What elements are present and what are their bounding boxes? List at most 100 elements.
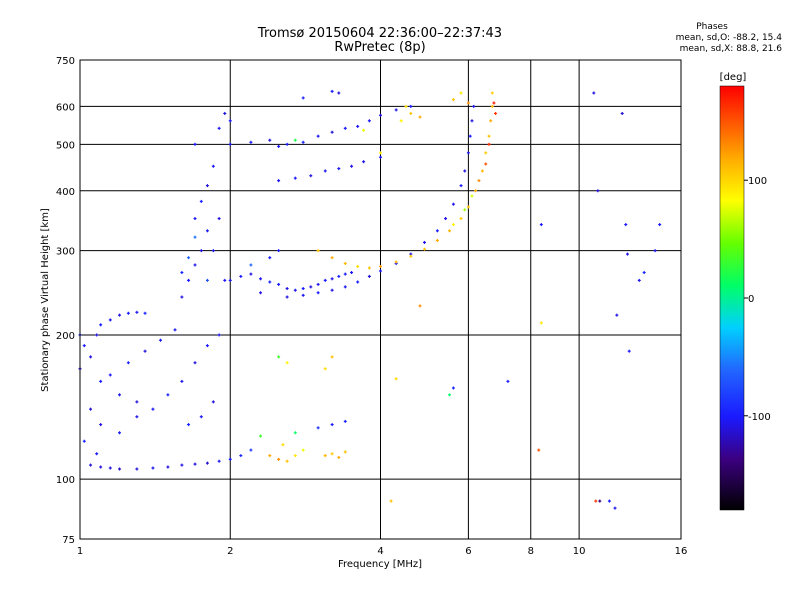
y-tick-labels: 75 100 200 300 400 500 600 750 xyxy=(56,56,75,546)
data-point xyxy=(539,223,543,227)
data-point xyxy=(490,104,494,108)
y-tick-label: 400 xyxy=(56,187,75,198)
data-point xyxy=(180,463,184,467)
data-point xyxy=(268,256,272,260)
data-point xyxy=(285,295,289,299)
data-point xyxy=(350,164,354,168)
data-point xyxy=(217,459,221,463)
data-point xyxy=(249,448,253,452)
data-point xyxy=(135,415,139,419)
data-point xyxy=(472,104,476,108)
data-point xyxy=(466,205,470,209)
data-point xyxy=(268,138,272,142)
data-point xyxy=(268,454,272,458)
data-point xyxy=(249,263,253,267)
data-point xyxy=(135,467,139,471)
data-point xyxy=(239,274,243,278)
data-point xyxy=(89,355,93,359)
data-point xyxy=(489,119,493,123)
data-point xyxy=(394,377,398,381)
data-point xyxy=(82,439,86,443)
data-point xyxy=(463,208,467,212)
data-point xyxy=(187,423,191,427)
colorbar-ticks: 100 0 -100 xyxy=(744,176,771,423)
data-point xyxy=(293,288,297,292)
y-tick-label: 750 xyxy=(56,56,75,67)
data-point xyxy=(473,189,477,193)
data-point xyxy=(323,278,327,282)
data-point xyxy=(301,140,305,144)
data-point xyxy=(277,249,281,253)
data-point xyxy=(223,278,227,282)
data-point xyxy=(217,217,221,221)
y-tick-label: 300 xyxy=(56,247,75,258)
data-point xyxy=(492,101,496,105)
data-point xyxy=(143,349,147,353)
plot-grid xyxy=(80,60,681,539)
data-point xyxy=(448,393,452,397)
data-point xyxy=(444,217,448,221)
data-point xyxy=(118,431,122,435)
data-point xyxy=(451,386,455,390)
data-point xyxy=(598,499,602,503)
data-point xyxy=(259,291,263,295)
data-point xyxy=(166,393,170,397)
data-point xyxy=(285,361,289,365)
data-point xyxy=(653,249,657,253)
data-point xyxy=(379,151,382,155)
data-point xyxy=(484,151,488,155)
data-point xyxy=(228,119,232,123)
data-point xyxy=(135,310,139,314)
data-point xyxy=(356,124,360,128)
data-point xyxy=(343,419,347,423)
data-point xyxy=(293,176,297,180)
data-point xyxy=(151,407,155,411)
data-point xyxy=(337,167,341,171)
data-point xyxy=(99,323,103,327)
colorbar xyxy=(719,85,745,511)
data-point xyxy=(379,113,382,117)
data-point xyxy=(422,247,426,251)
data-point xyxy=(362,160,366,164)
data-point xyxy=(277,355,281,359)
data-point xyxy=(95,333,99,337)
phase-stats-o: mean, sd,O: -88.2, 15.4 xyxy=(675,33,782,43)
data-point xyxy=(217,333,221,337)
data-point xyxy=(330,288,334,292)
data-point xyxy=(356,280,360,284)
data-point xyxy=(199,415,203,419)
data-point xyxy=(281,443,285,447)
data-point xyxy=(418,115,422,119)
data-point xyxy=(159,338,163,342)
data-point xyxy=(143,311,147,315)
data-point xyxy=(199,249,203,253)
data-point xyxy=(350,271,354,275)
data-point xyxy=(615,313,619,317)
data-point xyxy=(135,400,139,404)
colorbar-tick-label: 0 xyxy=(748,294,754,305)
data-point xyxy=(249,140,253,144)
data-point xyxy=(126,311,130,315)
data-point xyxy=(316,426,320,430)
data-point xyxy=(435,238,439,242)
data-point xyxy=(316,134,320,138)
data-point xyxy=(82,344,86,348)
data-point xyxy=(337,274,341,278)
data-point xyxy=(394,108,398,112)
data-point xyxy=(285,142,289,146)
data-point xyxy=(151,466,155,470)
data-point xyxy=(277,457,281,461)
data-point xyxy=(293,431,297,435)
data-point xyxy=(607,499,611,503)
x-tick-label: 4 xyxy=(377,546,383,557)
data-point xyxy=(484,162,488,166)
data-point xyxy=(316,291,320,295)
data-point xyxy=(642,271,646,275)
data-point xyxy=(470,119,474,123)
y-axis-label: Stationary phase Virtual Height [km] xyxy=(40,208,51,392)
data-point xyxy=(477,179,481,183)
data-point xyxy=(330,277,334,281)
data-point xyxy=(362,128,366,132)
data-point xyxy=(166,465,170,469)
